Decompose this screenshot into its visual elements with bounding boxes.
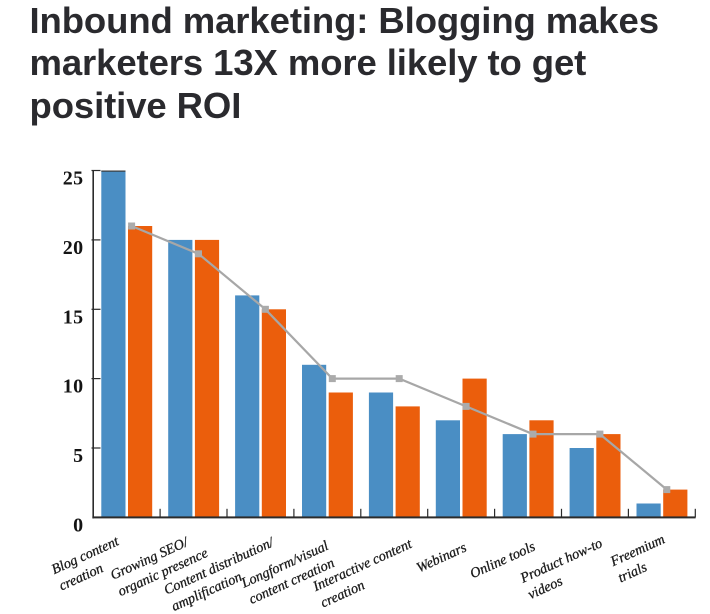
svg-text:15: 15 (63, 306, 84, 328)
svg-text:0: 0 (73, 514, 83, 536)
svg-text:20: 20 (63, 237, 84, 259)
svg-text:10: 10 (63, 376, 84, 398)
svg-text:Webinars: Webinars (414, 539, 469, 576)
svg-text:5: 5 (73, 445, 83, 467)
svg-text:25: 25 (63, 168, 84, 190)
